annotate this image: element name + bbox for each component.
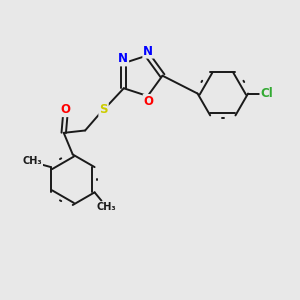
Text: CH₃: CH₃ [97, 202, 116, 212]
Text: N: N [118, 52, 128, 65]
Text: CH₃: CH₃ [22, 156, 42, 167]
Text: O: O [144, 95, 154, 108]
Text: N: N [143, 45, 153, 58]
Text: O: O [60, 103, 70, 116]
Text: S: S [99, 103, 108, 116]
Text: Cl: Cl [260, 87, 273, 100]
